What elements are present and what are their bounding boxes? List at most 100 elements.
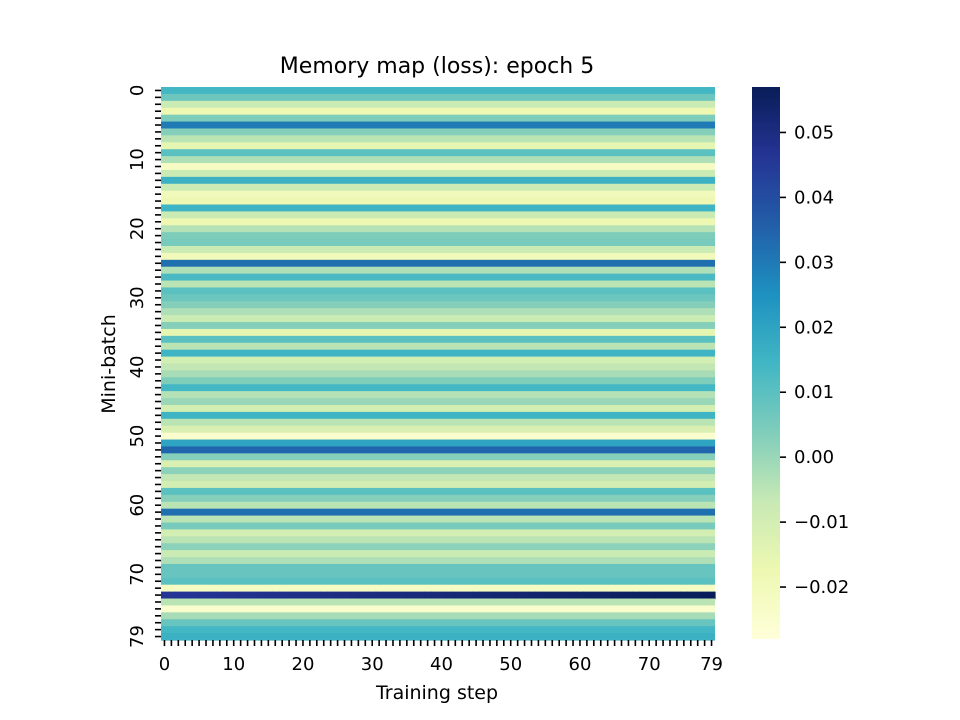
heatmap-cell [555,591,564,600]
heatmap-cell [278,591,287,600]
x-tick-label: 40 [430,654,453,675]
heatmap-row [161,280,715,289]
heatmap-cell [583,591,591,600]
heatmap-row [161,301,715,309]
heatmap-cell [479,591,488,600]
heatmap-cell [507,591,515,600]
heatmap-cell [368,591,377,600]
heatmap-cell [209,591,217,600]
heatmap-cell [514,591,522,600]
heatmap-cell [403,591,411,600]
heatmap-cell [341,591,349,600]
heatmap-row [161,142,715,150]
heatmap-row [161,135,715,143]
heatmap-row [161,453,715,461]
heatmap-row [161,121,715,130]
heatmap-row [161,87,715,95]
heatmap-cell [389,591,398,600]
heatmap-cell [431,591,439,600]
heatmap-cell [604,591,612,600]
heatmap-cell [451,591,460,600]
x-tick-label: 50 [499,654,522,675]
heatmap-cell [597,591,605,600]
heatmap-cell [624,591,633,600]
heatmap-row [161,211,715,219]
heatmap-row [161,315,715,323]
heatmap-row [161,446,715,454]
heatmap-cell [521,591,529,600]
x-axis-label: Training step [375,682,498,704]
heatmap-cell [638,591,647,600]
heatmap-cell [396,591,404,600]
heatmap-cell [666,591,675,600]
y-tick-label: 20 [127,217,148,240]
heatmap-cell [611,591,619,600]
heatmap-cell [458,591,467,600]
heatmap-row [161,404,715,413]
heatmap-cell [486,591,494,600]
heatmap-cell [652,591,661,600]
heatmap-cell [306,591,314,600]
heatmap-cell [576,591,585,600]
heatmap-row [161,557,715,565]
heatmap-cell [230,591,238,600]
y-tick-label: 60 [127,494,148,517]
y-tick-label: 30 [127,286,148,309]
heatmap-row [161,176,715,185]
heatmap-row [161,584,715,593]
x-tick-label: 70 [638,654,661,675]
heatmap-row [161,550,715,558]
heatmap-row [161,239,715,247]
heatmap-row [161,536,715,544]
y-tick-label: 79 [127,625,148,648]
heatmap-row [161,563,715,572]
heatmap-cell [438,591,446,600]
y-tick-label: 70 [127,563,148,586]
heatmap-cell [347,591,356,600]
heatmap-row [161,93,715,102]
heatmap-cell [264,591,273,600]
x-tick-label: 10 [222,654,245,675]
heatmap-row [161,384,715,392]
colorbar-tick-label: 0.03 [794,252,834,273]
heatmap-row [161,522,715,530]
chart-title: Memory map (loss): epoch 5 [280,54,594,79]
heatmap-row [161,266,715,275]
colorbar-tick-label: 0.05 [794,122,834,143]
heatmap-row [161,308,715,316]
heatmap-row [161,273,715,282]
heatmap-cell [548,591,557,600]
heatmap-cell [701,591,709,600]
heatmap-cell [680,591,688,600]
heatmap-row [161,494,715,503]
heatmap-cell [181,591,190,600]
heatmap-row [161,252,715,261]
heatmap-row [161,439,715,448]
y-tick-label: 0 [127,85,148,96]
heatmap-row [161,432,715,441]
heatmap-cell [313,591,321,600]
heatmap-row [161,328,715,337]
heatmap-row [161,508,715,517]
heatmap-cell [417,591,425,600]
heatmap-row [161,370,715,378]
heatmap-cells [161,87,716,641]
heatmap-cell [541,591,550,600]
x-tick-label: 30 [361,654,384,675]
heatmap-cell [375,591,384,600]
heatmap-row [161,156,715,164]
heatmap-cell [257,591,266,600]
y-tick-label: 50 [127,425,148,448]
heatmap-row [161,515,715,524]
heatmap-cell [382,591,391,600]
colorbar-tick-label: 0.02 [794,317,834,338]
heatmap-cell [216,591,224,600]
heatmap-row [161,149,715,157]
heatmap-cell [271,591,280,600]
heatmap-cell [292,591,301,600]
heatmap-cell [410,591,418,600]
heatmap-cell [562,591,571,600]
heatmap-row [161,114,715,123]
heatmap-row [161,487,715,496]
y-axis-label: Mini-batch [98,314,120,414]
